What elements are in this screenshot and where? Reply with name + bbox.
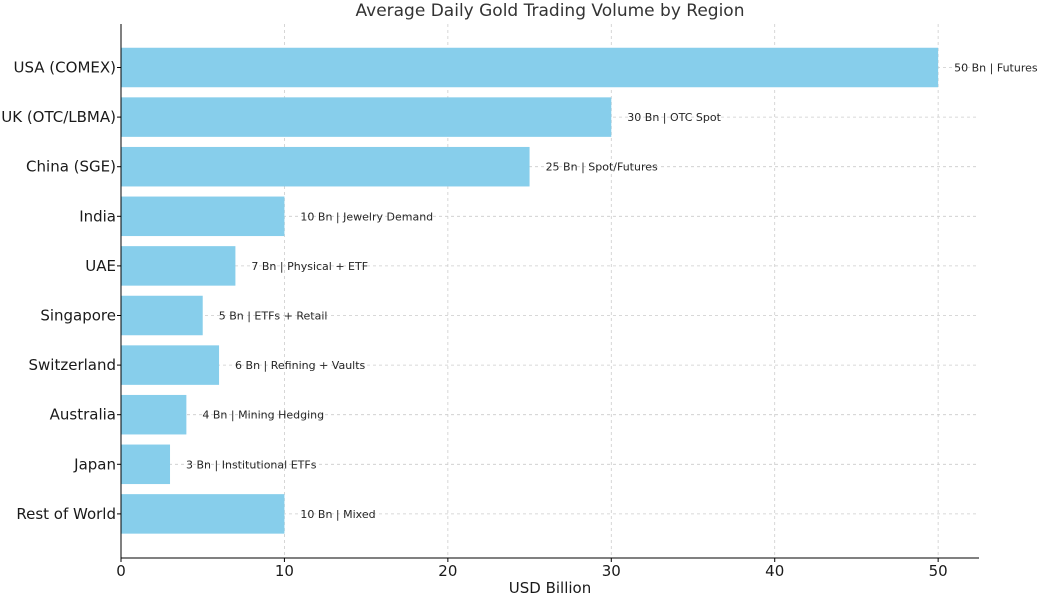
- x-axis-label: USD Billion: [509, 579, 591, 597]
- bar-value-label: 50 Bn | Futures: [954, 62, 1038, 75]
- bar-value-label: 6 Bn | Refining + Vaults: [235, 359, 366, 372]
- bar-value-label: 10 Bn | Jewelry Demand: [300, 210, 433, 223]
- bar-value-label: 5 Bn | ETFs + Retail: [219, 310, 328, 323]
- bar: [121, 494, 285, 534]
- bar-value-label: 10 Bn | Mixed: [300, 508, 375, 521]
- bar: [121, 246, 236, 286]
- bars: [121, 47, 939, 534]
- bar-value-label: 4 Bn | Mining Hedging: [202, 409, 324, 422]
- x-tick-label: 50: [929, 562, 948, 580]
- bar: [121, 345, 220, 385]
- category-label: UK (OTC/LBMA): [1, 108, 116, 126]
- category-label: Rest of World: [16, 505, 116, 523]
- category-label: Singapore: [40, 307, 116, 325]
- x-tick-label: 0: [116, 562, 126, 580]
- bar: [121, 97, 612, 137]
- bar-value-label: 3 Bn | Institutional ETFs: [186, 458, 317, 471]
- category-label: India: [79, 207, 116, 225]
- bar: [121, 444, 171, 485]
- category-label: China (SGE): [26, 158, 116, 176]
- bar-value-label: 25 Bn | Spot/Futures: [546, 161, 658, 174]
- bar-value-label: 7 Bn | Physical + ETF: [251, 260, 368, 273]
- chart-title: Average Daily Gold Trading Volume by Reg…: [356, 1, 745, 21]
- bar: [121, 47, 939, 88]
- bar-value-labels: 50 Bn | Futures 30 Bn | OTC Spot 25 Bn | S…: [186, 62, 1038, 521]
- bar: [121, 295, 203, 336]
- x-tick-label: 40: [765, 562, 784, 580]
- bar: [121, 196, 285, 237]
- x-ticks: 0 10 20 30 40 50: [116, 558, 948, 580]
- bar: [121, 146, 530, 187]
- category-label: Japan: [73, 455, 116, 473]
- category-label: Australia: [50, 406, 116, 424]
- x-tick-label: 30: [602, 562, 621, 580]
- category-label: Switzerland: [29, 356, 117, 374]
- category-label: UAE: [85, 257, 116, 275]
- category-labels: USA (COMEX) UK (OTC/LBMA) China (SGE) India…: [1, 59, 116, 523]
- bar-value-label: 30 Bn | OTC Spot: [627, 111, 721, 124]
- x-tick-label: 10: [275, 562, 294, 580]
- x-tick-label: 20: [438, 562, 457, 580]
- bar: [121, 394, 187, 435]
- category-label: USA (COMEX): [14, 59, 117, 77]
- axes: [117, 24, 979, 559]
